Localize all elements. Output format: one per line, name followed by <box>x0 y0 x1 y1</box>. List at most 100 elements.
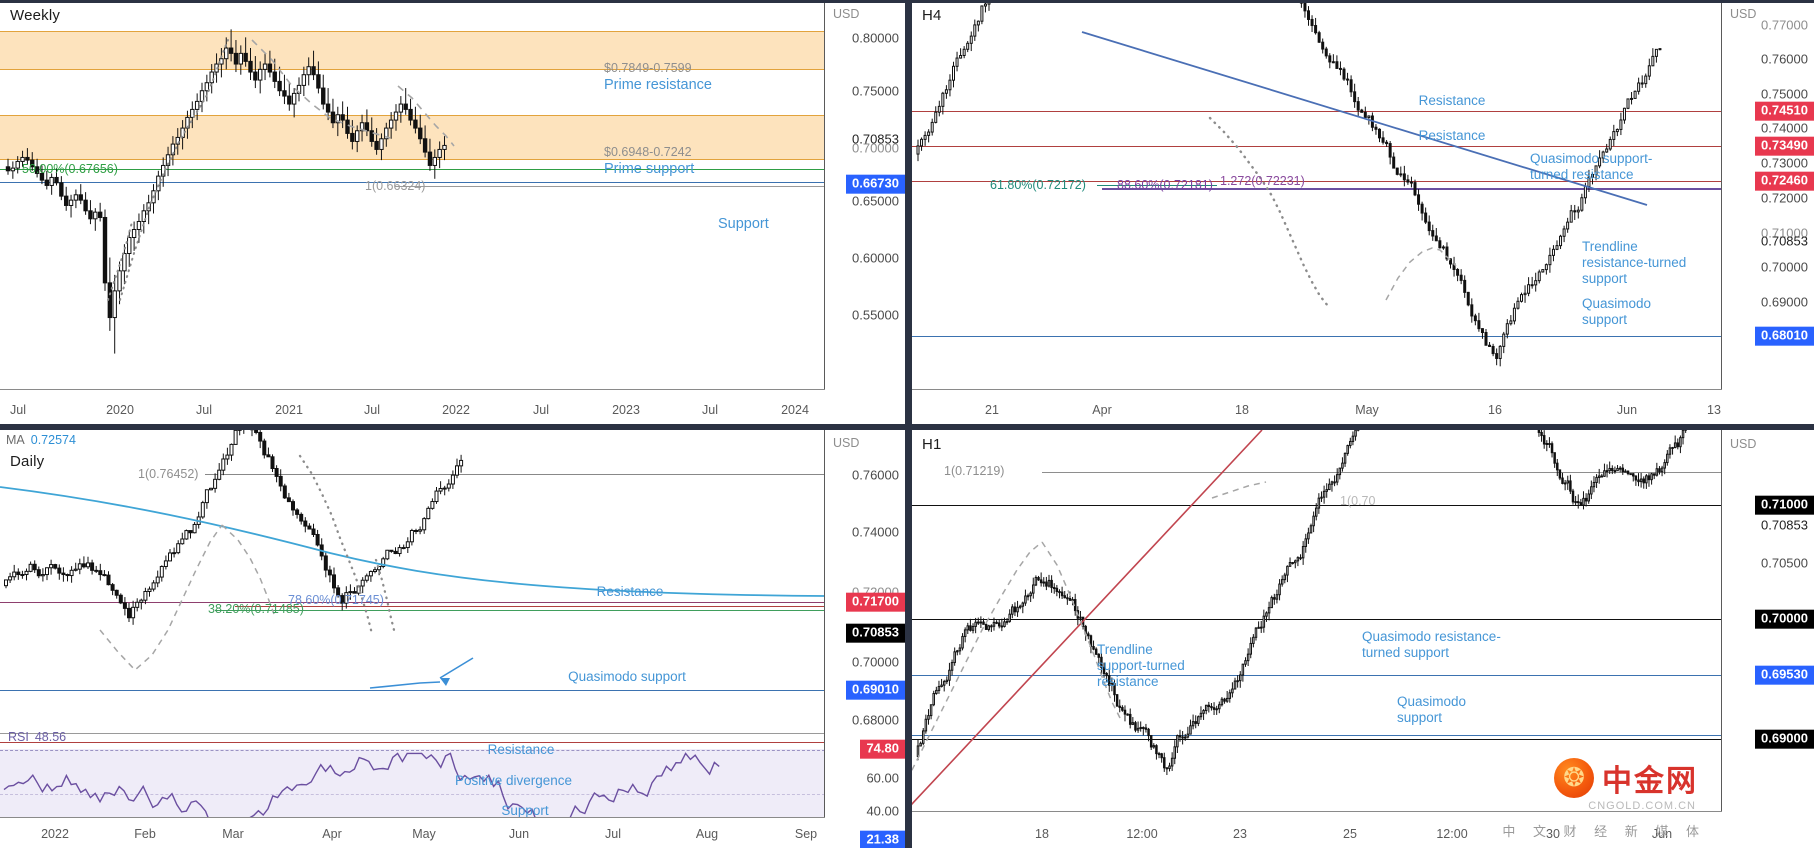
h4-resistance-upper-line <box>912 111 1722 112</box>
daily-xtick: May <box>412 827 436 841</box>
daily-ytick: 0.68000 <box>852 712 899 728</box>
weekly-price-series <box>5 29 455 354</box>
h4-ytick: 0.72000 <box>1761 190 1808 206</box>
watermark-tagline: 中 文 财 经 新 媒 体 <box>1502 824 1706 839</box>
h4-resistance-badge-73490: 0.73490 <box>1755 136 1814 156</box>
daily-last-price-badge: 0.70853 <box>846 623 905 643</box>
daily-xtick: Apr <box>322 827 342 841</box>
h1-time-axis[interactable]: 18 12:00 23 25 12:00 30 Jun <box>912 811 1722 848</box>
daily-rsi-positive-divergence-label: Positive divergence <box>455 773 573 788</box>
weekly-xtick: 2023 <box>612 403 640 417</box>
h1-level-071-line <box>912 505 1722 506</box>
weekly-support-price-badge: 0.66730 <box>846 174 905 194</box>
h1-ytick-last-price: 0.70853 <box>1761 517 1808 533</box>
h4-ytick: 0.69000 <box>1761 294 1808 310</box>
weekly-fib-50-line <box>0 169 825 170</box>
daily-xtick: Sep <box>794 827 818 841</box>
weekly-plot-area[interactable]: $0.7849-0.7599 Prime resistance $0.6948-… <box>0 0 825 390</box>
h1-level-071-badge: 0.71000 <box>1755 495 1814 515</box>
h4-xtick: 18 <box>1235 403 1249 417</box>
h4-price-axis[interactable]: USD 0.77000 0.76000 0.75000 0.74510 0.74… <box>1721 0 1814 390</box>
daily-rsi-value: 48.56 <box>34 730 67 744</box>
daily-axis-currency: USD <box>833 436 860 450</box>
h1-price-axis[interactable]: USD 0.71000 0.70853 0.70500 0.70000 0.69… <box>1721 430 1814 812</box>
h4-quasimodo-support-label: Quasimodo support <box>1582 296 1652 327</box>
h4-resistance-lower-line <box>912 146 1722 147</box>
daily-rsi-upper-dash <box>0 750 825 751</box>
h1-level-069-line <box>912 739 1722 740</box>
h1-trendline-support-turned-resistance-label: Trendline support-turned resistance <box>1097 642 1185 689</box>
weekly-fib-1-line <box>395 186 825 187</box>
h4-ytick: 0.70000 <box>1761 259 1808 275</box>
h4-xtick: 21 <box>985 403 999 417</box>
h4-quasimodo-resistance-line <box>912 181 1722 182</box>
h1-xtick: 23 <box>1233 827 1247 841</box>
weekly-price-axis[interactable]: USD 0.80000 0.75000 0.70853 0.70000 0.66… <box>824 0 905 390</box>
weekly-xtick: Jul <box>702 403 718 417</box>
daily-price-axis[interactable]: USD 0.76000 0.74000 0.72000 0.71700 0.70… <box>824 430 905 848</box>
weekly-support-line <box>0 182 825 183</box>
h4-xtick: Jun <box>1616 403 1638 417</box>
watermark-logo-glyph: ❂ <box>1563 763 1585 792</box>
daily-xtick: Jun <box>508 827 530 841</box>
daily-resistance-label: Resistance <box>596 584 664 599</box>
h4-time-axis[interactable]: 21 Apr 18 May 16 Jun 13 <box>912 389 1722 424</box>
daily-time-axis[interactable]: 2022 Feb Mar Apr May Jun Jul Aug Sep <box>0 817 825 848</box>
h4-ytick: 0.75000 <box>1761 86 1808 102</box>
top-border <box>0 0 1814 3</box>
watermark-logo-icon: ❂ <box>1554 758 1594 798</box>
panel-h4[interactable]: Resistance Resistance Quasimodo support-… <box>912 0 1814 424</box>
daily-rsi-divider <box>0 733 825 734</box>
h1-plot-area[interactable]: 1(0.71219) 1(0.70 Trendline support-turn… <box>912 430 1722 812</box>
h4-axis-currency: USD <box>1730 7 1757 21</box>
weekly-timeframe-label: Weekly <box>10 7 61 24</box>
h1-xtick: Jun <box>1651 827 1673 841</box>
weekly-ytick: 0.55000 <box>852 307 899 323</box>
h4-timeframe-label: H4 <box>922 7 942 24</box>
panel-weekly[interactable]: $0.7849-0.7599 Prime resistance $0.6948-… <box>0 0 905 424</box>
weekly-fib-1-label: 1(0.66324) <box>365 179 426 193</box>
watermark: ❂ 中金网 <box>1554 756 1698 800</box>
daily-quasimodo-support-badge: 0.69010 <box>846 680 905 700</box>
daily-ma-label: MA <box>6 433 25 447</box>
panel-daily[interactable]: 1(0.76452) 38.20%(0.71485) 78.60%(0.7174… <box>0 430 905 848</box>
daily-timeframe-label: Daily <box>10 453 45 470</box>
weekly-prime-support-label: Prime support <box>604 161 695 177</box>
daily-xtick: Mar <box>222 827 244 841</box>
h1-level-070-line <box>912 619 1722 620</box>
daily-fib-786-label: 78.60%(0.71745) <box>288 593 384 607</box>
h4-fib-line-purple <box>1102 188 1722 190</box>
daily-quasimodo-support-line <box>0 690 825 691</box>
h1-quasimodo-support-badge: 0.69530 <box>1755 665 1814 685</box>
daily-rsi-resistance-badge: 74.80 <box>860 739 905 759</box>
daily-rsi-ytick: 60.00 <box>866 770 899 786</box>
daily-plot-area[interactable]: 1(0.76452) 38.20%(0.71485) 78.60%(0.7174… <box>0 430 825 818</box>
h4-plot-area[interactable]: Resistance Resistance Quasimodo support-… <box>912 0 1722 390</box>
h4-fib-618-label: 61.80%(0.72172) <box>990 178 1086 192</box>
daily-xtick: 2022 <box>41 827 69 841</box>
h1-quasimodo-support-label: Quasimodo support <box>1397 694 1467 725</box>
h1-ytick: 0.70500 <box>1761 555 1808 571</box>
daily-rsi-support-badge: 21.38 <box>860 830 905 848</box>
horizontal-splitter[interactable] <box>0 424 1814 430</box>
panel-h1[interactable]: 1(0.71219) 1(0.70 Trendline support-turn… <box>912 430 1814 848</box>
daily-ytick: 0.74000 <box>852 524 899 540</box>
h4-trendline-resistance-turned-support-label: Trendline resistance-turned support <box>1582 239 1687 286</box>
daily-fib-1-label: 1(0.76452) <box>138 467 199 481</box>
weekly-time-axis[interactable]: Jul 2020 Jul 2021 Jul 2022 Jul 2023 Jul … <box>0 389 825 424</box>
h1-fib-1-label: 1(0.71219) <box>944 464 1005 478</box>
weekly-ytick-last-price: 0.70853 <box>852 131 899 147</box>
weekly-xtick: Jul <box>364 403 380 417</box>
daily-fib-786-line <box>235 606 825 607</box>
weekly-support-label: Support <box>718 216 769 232</box>
weekly-xtick: 2024 <box>781 403 809 417</box>
daily-rsi-resistance-label: Resistance <box>487 742 555 757</box>
daily-ytick: 0.70000 <box>852 654 899 670</box>
watermark-brand: 中金网 <box>1602 765 1698 798</box>
daily-rsi-label: RSI <box>8 730 29 744</box>
daily-fib-1-line <box>205 474 825 475</box>
weekly-xtick: Jul <box>196 403 212 417</box>
h4-xtick: 16 <box>1488 403 1502 417</box>
h1-level-070-badge: 0.70000 <box>1755 609 1814 629</box>
h4-resistance-upper-label: Resistance <box>1418 93 1486 108</box>
